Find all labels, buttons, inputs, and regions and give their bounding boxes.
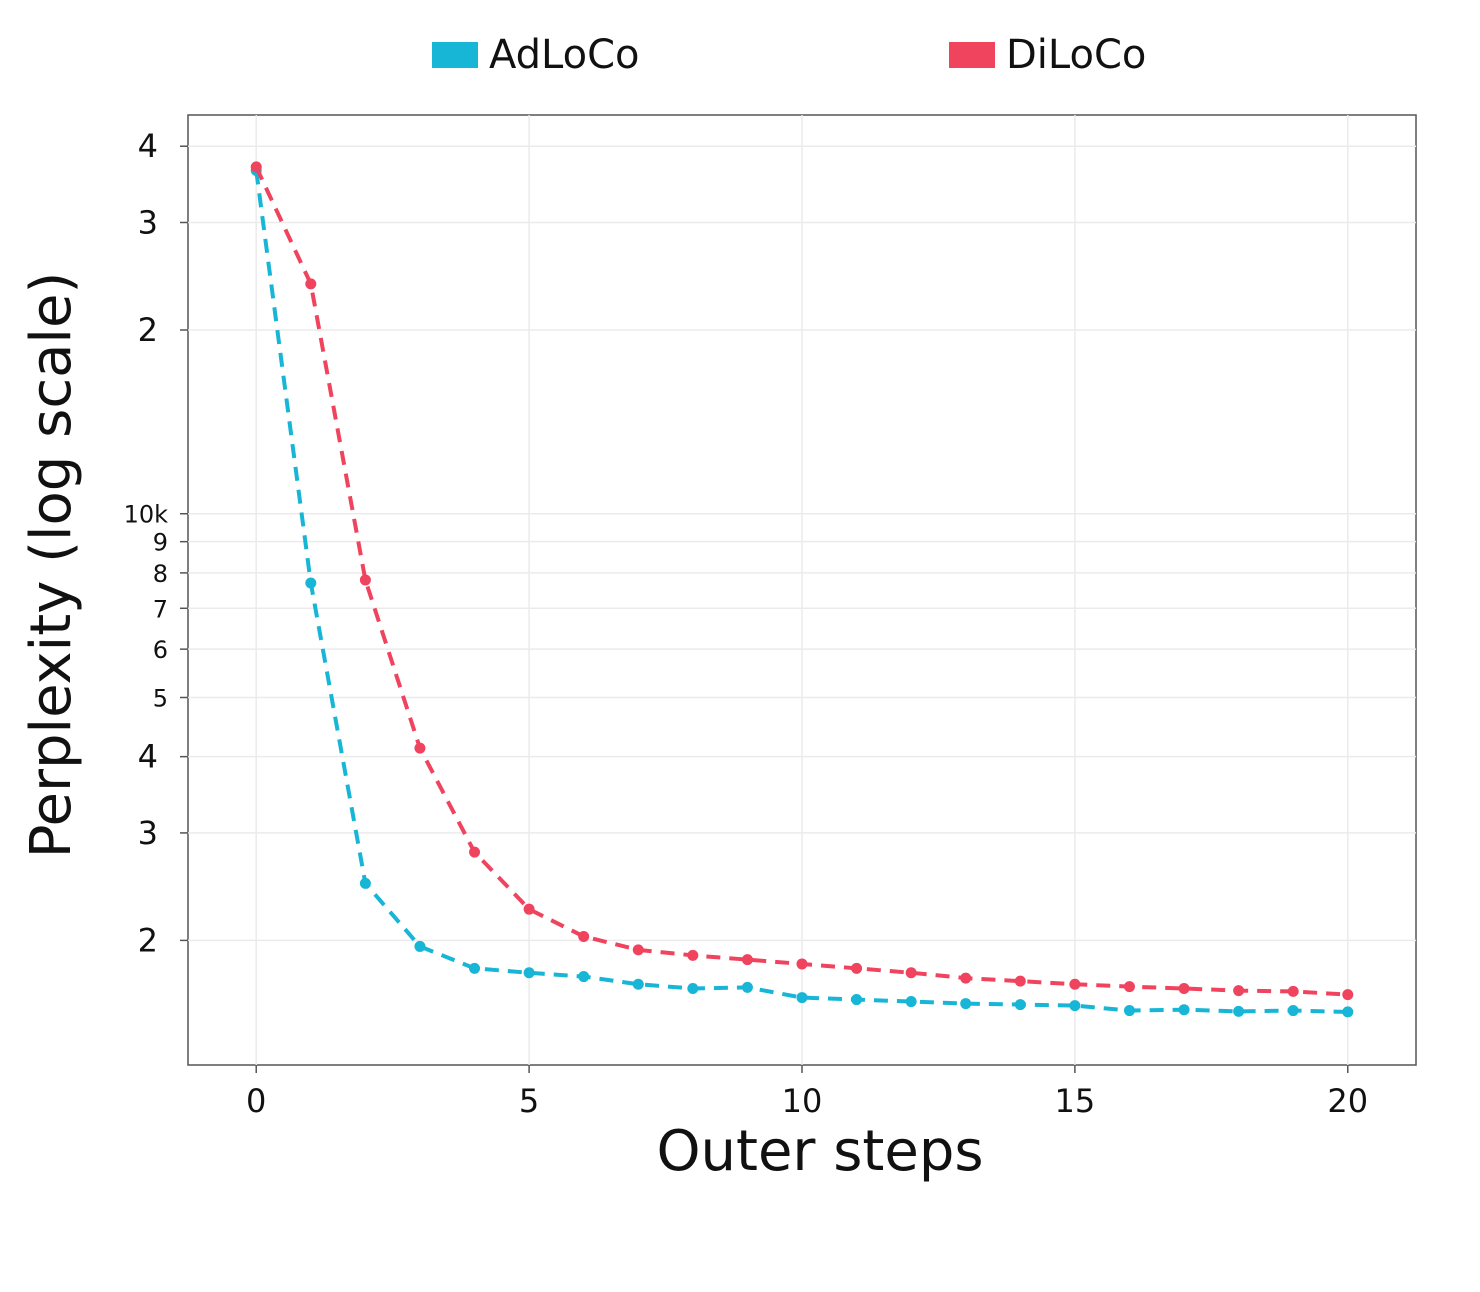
data-point	[414, 742, 426, 754]
y-tick-label: 4	[138, 127, 158, 165]
data-point	[523, 967, 535, 979]
data-point	[851, 994, 863, 1006]
y-tick-label: 8	[153, 560, 168, 588]
y-tick-label: 5	[153, 684, 168, 712]
data-point	[469, 962, 481, 974]
data-point	[1014, 999, 1026, 1011]
data-point	[1123, 981, 1135, 993]
data-point	[687, 949, 699, 961]
data-point	[359, 574, 371, 586]
y-tick-label: 2	[138, 921, 158, 959]
data-point	[905, 996, 917, 1008]
data-point	[1342, 989, 1354, 1001]
data-point	[632, 944, 644, 956]
data-point	[1287, 1005, 1299, 1017]
data-point	[796, 992, 808, 1004]
legend-swatch	[432, 42, 478, 68]
data-point	[741, 981, 753, 993]
data-point	[960, 998, 972, 1010]
data-point	[1069, 978, 1081, 990]
x-tick-label: 0	[246, 1082, 266, 1120]
data-point	[1069, 1000, 1081, 1012]
data-point	[687, 983, 699, 995]
data-point	[250, 161, 262, 173]
data-point	[1287, 985, 1299, 997]
legend-label: DiLoCo	[1006, 32, 1146, 78]
data-point	[359, 877, 371, 889]
data-point	[578, 930, 590, 942]
data-point	[960, 972, 972, 984]
x-axis-label: Outer steps	[656, 1119, 983, 1184]
y-tick-label: 10k	[124, 501, 169, 529]
data-point	[1123, 1005, 1135, 1017]
y-tick-label: 9	[153, 529, 168, 557]
data-point	[523, 903, 535, 915]
legend-label: AdLoCo	[489, 32, 640, 78]
y-tick-label: 3	[138, 203, 158, 241]
y-tick-label: 2	[138, 311, 158, 349]
data-point	[469, 846, 481, 858]
legend-swatch	[949, 42, 995, 68]
data-point	[305, 577, 317, 589]
x-tick-label: 10	[782, 1082, 823, 1120]
y-tick-label: 6	[153, 636, 168, 664]
data-point	[851, 962, 863, 974]
data-point	[1233, 985, 1245, 997]
data-point	[1342, 1006, 1354, 1018]
data-point	[305, 278, 317, 290]
y-tick-label: 7	[153, 595, 168, 623]
x-tick-label: 15	[1055, 1082, 1096, 1120]
y-tick-label: 3	[138, 814, 158, 852]
data-point	[414, 940, 426, 952]
data-point	[905, 967, 917, 979]
data-point	[1233, 1005, 1245, 1017]
data-point	[741, 954, 753, 966]
x-tick-label: 5	[519, 1082, 539, 1120]
data-point	[1178, 1004, 1190, 1016]
y-tick-label: 4	[138, 738, 158, 776]
data-point	[1014, 975, 1026, 987]
data-point	[632, 978, 644, 990]
x-tick-label: 20	[1327, 1082, 1368, 1120]
data-point	[578, 971, 590, 983]
y-axis-label: Perplexity (log scale)	[19, 272, 84, 859]
data-point	[1178, 983, 1190, 995]
data-point	[796, 958, 808, 970]
